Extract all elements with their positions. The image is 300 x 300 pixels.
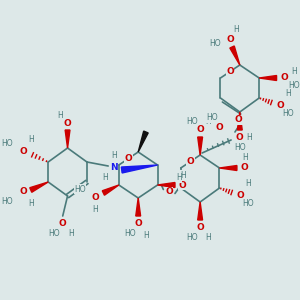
Text: O: O — [235, 116, 243, 124]
Text: O: O — [19, 148, 27, 157]
Text: O: O — [187, 157, 194, 166]
Text: H: H — [111, 152, 117, 160]
Text: O: O — [226, 34, 234, 43]
Text: H: H — [180, 170, 186, 179]
Text: HO: HO — [124, 230, 136, 238]
Text: H: H — [247, 134, 252, 142]
Text: HO: HO — [187, 233, 198, 242]
Text: O: O — [277, 100, 284, 109]
Polygon shape — [158, 182, 175, 188]
Text: H: H — [57, 112, 63, 121]
Polygon shape — [198, 137, 203, 155]
Text: O: O — [226, 67, 234, 76]
Text: O: O — [165, 187, 173, 196]
Text: H: H — [68, 230, 74, 238]
Text: H: H — [28, 136, 34, 145]
Polygon shape — [230, 46, 240, 65]
Polygon shape — [122, 165, 158, 173]
Text: HO: HO — [187, 116, 198, 125]
Polygon shape — [30, 182, 48, 192]
Text: O: O — [241, 164, 248, 172]
Text: O: O — [134, 220, 142, 229]
Text: HO: HO — [234, 143, 246, 152]
Text: O: O — [236, 134, 244, 142]
Polygon shape — [259, 76, 277, 80]
Text: H: H — [205, 116, 211, 125]
Polygon shape — [220, 166, 237, 170]
Text: O: O — [237, 190, 244, 200]
Text: O: O — [92, 193, 100, 202]
Text: H: H — [242, 154, 247, 163]
Text: H: H — [102, 172, 108, 182]
Text: H: H — [291, 68, 297, 76]
Text: HO: HO — [288, 82, 300, 91]
Text: O: O — [179, 181, 187, 190]
Text: O: O — [124, 154, 132, 163]
Text: HO: HO — [48, 230, 60, 238]
Text: H: H — [233, 25, 239, 34]
Polygon shape — [198, 202, 203, 220]
Text: H: H — [246, 179, 251, 188]
Text: O: O — [216, 124, 224, 133]
Text: HO: HO — [206, 113, 218, 122]
Text: HO: HO — [209, 38, 220, 47]
Text: H: H — [205, 233, 211, 242]
Polygon shape — [138, 131, 148, 152]
Polygon shape — [237, 112, 242, 130]
Text: HO: HO — [282, 110, 294, 118]
Text: H: H — [285, 89, 291, 98]
Text: O: O — [64, 119, 71, 128]
Text: HO: HO — [74, 184, 86, 194]
Text: H: H — [176, 173, 182, 182]
Polygon shape — [102, 185, 119, 195]
Text: O: O — [280, 74, 288, 82]
Text: HO: HO — [2, 197, 14, 206]
Text: H: H — [28, 200, 34, 208]
Polygon shape — [136, 198, 141, 216]
Text: O: O — [196, 224, 204, 232]
Text: N: N — [110, 164, 118, 172]
Text: H: H — [143, 232, 149, 241]
Polygon shape — [65, 130, 70, 148]
Text: HO: HO — [243, 200, 254, 208]
Text: HO: HO — [2, 140, 14, 148]
Text: O: O — [19, 188, 27, 196]
Text: O: O — [59, 220, 67, 229]
Text: O: O — [196, 125, 204, 134]
Text: H: H — [93, 205, 98, 214]
